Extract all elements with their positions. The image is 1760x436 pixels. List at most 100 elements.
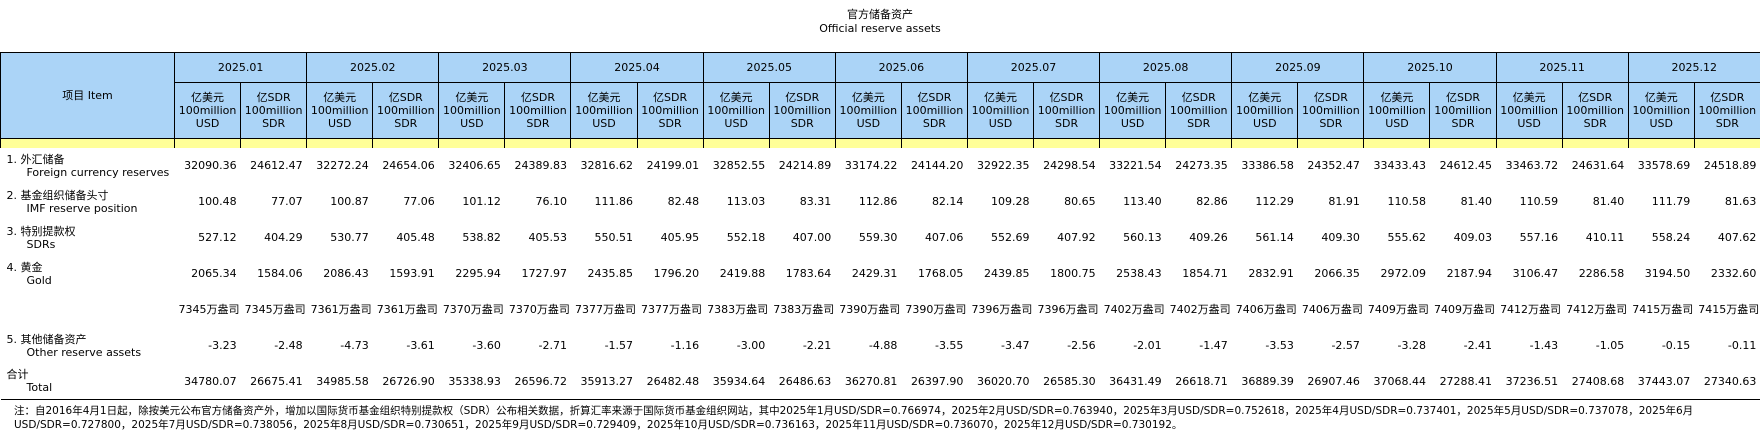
unit-line: 100million [1368, 104, 1426, 117]
title: 官方储备资产 [847, 8, 913, 21]
ounce-cell: 7390万盎司 [839, 303, 901, 316]
sdr-cell: 26486.63 [769, 363, 836, 400]
unit-line: SDR [1451, 117, 1475, 130]
month-header: 2025.02 [306, 52, 440, 83]
usd-cell: 33578.69 [1637, 159, 1691, 172]
sdr-cell: 2332.60 [1710, 267, 1757, 280]
spacer-cell [900, 138, 968, 148]
spacer-cell [966, 138, 1035, 148]
sdr-cell: 1593.91 [389, 267, 435, 280]
spacer-cell [1165, 138, 1233, 148]
sdr-cell: -1.47 [1199, 339, 1228, 352]
usd-cell: 112.29 [1255, 195, 1294, 208]
usd-cell: 2435.85 [587, 267, 634, 280]
label-en: IMF reserve position [26, 201, 138, 215]
spacer-cell [702, 138, 770, 148]
spacer-cell [1363, 138, 1431, 148]
unit-line: 亿SDR [1710, 91, 1745, 104]
usd-cell: 558.24 [1651, 231, 1691, 244]
unit-header: 亿美元 100million USD [173, 82, 242, 139]
data-row: 3. 特别提款权 SDRs 527.12 404.29 530.77 405.48 538.… [1, 220, 1760, 256]
unit-line: SDR [262, 117, 286, 130]
sdr-cell: 1584.06 [257, 267, 303, 280]
unit-line: USD [327, 117, 352, 130]
unit-line: 100million [839, 104, 898, 117]
usd-cell: 550.51 [594, 231, 634, 244]
unit-line: SDR [394, 117, 418, 130]
ounce-cell: 7402万盎司 [1169, 303, 1231, 316]
data-row: 5. 其他储备资产 Other reserve assets -3.23 -2.48 -… [1, 328, 1760, 364]
month-header: 2025.10 [1363, 52, 1497, 83]
unit-line: 100million [1500, 104, 1558, 117]
usd-cell: 109.28 [991, 195, 1030, 208]
unit-header: 亿SDR 100million SDR [768, 82, 836, 139]
usd-cell: 2086.43 [323, 267, 369, 280]
ounce-cell: 7370万盎司 [508, 303, 570, 316]
unit-line: 100million [971, 104, 1030, 117]
spacer-cell [0, 138, 175, 148]
sdr-cell: 1727.97 [521, 267, 567, 280]
unit-line: SDR [1715, 117, 1739, 130]
usd-cell: 33463.72 [1505, 159, 1559, 172]
usd-cell: 113.40 [1123, 195, 1162, 208]
unit-line: 亿美元 [455, 91, 489, 104]
sdr-cell: 77.06 [403, 195, 435, 208]
usd-cell: 35338.93 [438, 363, 505, 400]
ounce-cell: 7345万盎司 [178, 303, 240, 316]
sdr-cell: 410.11 [1585, 231, 1625, 244]
usd-cell: -2.01 [1133, 339, 1162, 352]
usd-cell: 32852.55 [712, 159, 766, 172]
ounce-cell: 7406万盎司 [1301, 303, 1363, 316]
data-row: 7345万盎司 7345万盎司 7361万盎司 7361万盎司 7370万盎司 7370万… [1, 292, 1760, 328]
titles: 官方储备资产 Official reserve assets [0, 0, 1760, 52]
unit-header: 亿SDR 100million SDR [900, 82, 968, 139]
usd-cell: 2429.31 [851, 267, 898, 280]
sdr-cell: 24352.47 [1307, 159, 1360, 172]
unit-line: 亿美元 [983, 91, 1017, 104]
sdr-cell: 82.86 [1196, 195, 1228, 208]
unit-line: 亿SDR [653, 91, 688, 104]
sdr-cell: 1854.71 [1182, 267, 1228, 280]
month-header: 2025.06 [834, 52, 968, 83]
unit-line: 亿美元 [1644, 91, 1678, 104]
unit-line: 100million [310, 104, 369, 117]
unit-line: SDR [1319, 117, 1343, 130]
spacer-cell [1627, 138, 1695, 148]
month-header: 2025.01 [173, 52, 308, 83]
month-header: 2025.04 [570, 52, 704, 83]
unit-row: 亿美元 100million USD 亿SDR 100million SDR 亿美元 100m… [1, 82, 1760, 139]
unit-line: 亿美元 [323, 91, 357, 104]
unit-line: USD [592, 117, 616, 130]
unit-line: 100million [1434, 104, 1492, 117]
ounce-cell: 7406万盎司 [1235, 303, 1297, 316]
unit-header: 亿SDR 100million SDR [1693, 82, 1760, 139]
ounce-cell: 7412万盎司 [1500, 303, 1562, 316]
usd-cell: 113.03 [726, 195, 766, 208]
sdr-cell: -2.57 [1331, 339, 1360, 352]
sdr-cell: -2.56 [1067, 339, 1096, 352]
sdr-cell: 24389.83 [514, 159, 567, 172]
sdr-cell: 409.03 [1453, 231, 1493, 244]
usd-cell: -3.28 [1397, 339, 1426, 352]
sdr-cell: 83.31 [799, 195, 832, 208]
usd-cell: 2439.85 [984, 267, 1030, 280]
sdr-cell: 24199.01 [646, 159, 700, 172]
row-label: 2. 基金组织储备头寸 IMF reserve position [1, 184, 175, 220]
sdr-cell: 81.40 [1592, 195, 1625, 208]
sdr-cell: 26397.90 [901, 363, 968, 400]
usd-cell: -1.43 [1529, 339, 1559, 352]
usd-cell: 32922.35 [977, 159, 1030, 172]
usd-cell: -3.00 [736, 339, 766, 352]
usd-cell: 34780.07 [174, 363, 241, 400]
sdr-cell: 80.65 [1064, 195, 1096, 208]
sdr-cell: 24214.89 [778, 159, 832, 172]
unit-line: 100million [1037, 104, 1096, 117]
label-en: SDRs [26, 237, 56, 251]
sdr-cell: 404.29 [264, 231, 303, 244]
unit-header: 亿美元 100million USD [1099, 82, 1167, 139]
spacer-cell [1231, 138, 1299, 148]
usd-cell: 527.12 [198, 231, 237, 244]
label-en: Other reserve assets [26, 345, 142, 359]
label-cn: 1. 外汇储备 [6, 152, 65, 166]
spacer-cell [1693, 138, 1760, 148]
